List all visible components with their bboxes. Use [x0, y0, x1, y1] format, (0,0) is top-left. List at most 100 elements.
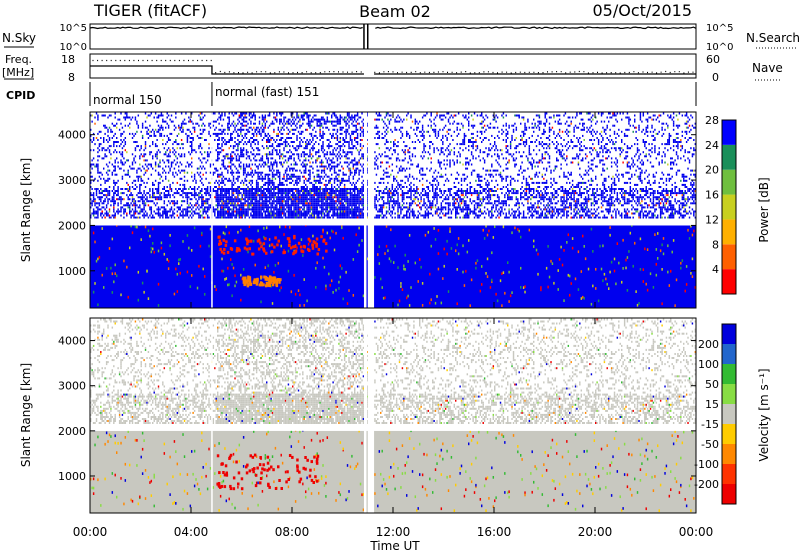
power-heat-cell	[182, 215, 183, 217]
power-heat-cell	[319, 119, 320, 121]
power-heat-cell	[354, 200, 355, 202]
power-heat-cell	[418, 200, 419, 202]
power-heat-cell	[259, 208, 260, 210]
power-heat-cell	[218, 129, 219, 131]
power-heat-cell	[201, 200, 202, 202]
power-heat-cell	[93, 200, 94, 202]
power-heat-cell	[283, 196, 284, 198]
power-heat-cell	[260, 198, 261, 200]
power-heat-cell	[155, 198, 156, 200]
power-heat-cell	[175, 202, 176, 204]
power-heat-cell	[338, 192, 339, 194]
power-heat-cell	[255, 129, 256, 131]
power-heat-cell	[353, 117, 354, 119]
power-heat-cell	[354, 217, 355, 219]
power-heat-cell	[126, 215, 127, 217]
power-heat-cell	[272, 137, 273, 139]
power-heat-cell	[374, 137, 375, 139]
power-heat-cell	[344, 117, 345, 119]
power-heat-cell	[237, 170, 238, 172]
power-heat-speckle	[200, 245, 201, 248]
power-heat-cell	[194, 213, 195, 215]
power-heat-cell	[103, 139, 104, 141]
power-heat-cell	[309, 215, 310, 217]
power-heat-cell	[328, 206, 329, 208]
power-heat-cell	[145, 204, 146, 206]
power-heat-cell	[266, 135, 267, 137]
power-heat-cell	[207, 155, 208, 157]
power-heat-cell	[259, 211, 260, 213]
power-heat-cell	[330, 159, 331, 161]
power-heat-cell	[149, 164, 150, 166]
power-heat-cell	[107, 117, 108, 119]
power-heat-speckle	[257, 230, 258, 233]
power-heat-cell	[269, 198, 270, 200]
power-heat-cell	[168, 139, 169, 141]
power-heat-cell	[247, 211, 248, 213]
power-heat-cell	[242, 113, 243, 115]
power-heat-cell	[357, 137, 358, 139]
power-heat-speckle	[338, 287, 339, 290]
power-heat-cell	[354, 145, 355, 147]
power-heat-cell	[319, 135, 320, 137]
power-heat-cell	[129, 211, 130, 213]
power-heat-cell	[272, 145, 273, 147]
power-heat-cell	[221, 149, 222, 151]
power-heat-cell	[410, 190, 411, 192]
power-heat-cell	[318, 157, 319, 159]
power-heat-cell	[172, 174, 173, 176]
power-heat-cell	[132, 117, 133, 119]
power-heat-cell	[159, 127, 160, 129]
power-heat-cell	[314, 178, 315, 180]
power-heat-cell	[97, 117, 98, 119]
power-heat-cell	[214, 182, 215, 184]
power-heat-cell	[220, 194, 221, 196]
power-heat-cell	[275, 213, 276, 215]
power-heat-cell	[412, 190, 413, 192]
power-heat-cell	[291, 208, 292, 210]
power-heat-cell	[309, 198, 310, 200]
power-heat-cell	[418, 139, 419, 141]
power-heat-cell	[168, 127, 169, 129]
power-heat-cell	[204, 217, 205, 219]
power-heat-cell	[244, 178, 245, 180]
power-heat-cell	[229, 200, 230, 202]
power-heat-cell	[363, 157, 364, 159]
power-heat-cell	[239, 157, 240, 159]
power-heat-cell	[244, 188, 245, 190]
power-heat-cell	[117, 190, 118, 192]
power-heat-cell	[334, 194, 335, 196]
power-heat-cell	[317, 186, 318, 188]
power-heat-cell	[374, 198, 375, 200]
power-heat-cell	[285, 204, 286, 206]
power-heat-cell	[293, 168, 294, 170]
power-heat-cell	[250, 213, 251, 215]
power-heat-cell	[337, 204, 338, 206]
power-heat-cell	[260, 186, 261, 188]
power-heat-cell	[321, 119, 322, 121]
power-heat-cell	[177, 190, 178, 192]
power-heat-cell	[306, 115, 307, 117]
power-heat-cell	[351, 172, 352, 174]
power-heat-cell	[192, 194, 193, 196]
power-heat-cell	[325, 184, 326, 186]
power-heat-cell	[363, 204, 364, 206]
power-heat-speckle	[289, 226, 290, 229]
power-heat-cell	[337, 129, 338, 131]
power-heat-cell	[347, 217, 348, 219]
power-heat-cell	[198, 186, 199, 188]
power-heat-cell	[268, 133, 269, 135]
power-heat-cell	[165, 178, 166, 180]
power-heat-cell	[177, 202, 178, 204]
power-heat-cell	[145, 186, 146, 188]
power-heat-cell	[259, 133, 260, 135]
power-heat-cell	[263, 127, 264, 129]
power-heat-cell	[246, 149, 247, 151]
power-heat-cell	[356, 129, 357, 131]
power-heat-cell	[292, 194, 293, 196]
power-heat-cell	[197, 202, 198, 204]
power-heat-cell	[236, 192, 237, 194]
power-heat-cell	[266, 174, 267, 176]
power-heat-cell	[380, 166, 381, 168]
power-heat-cell	[230, 162, 231, 164]
